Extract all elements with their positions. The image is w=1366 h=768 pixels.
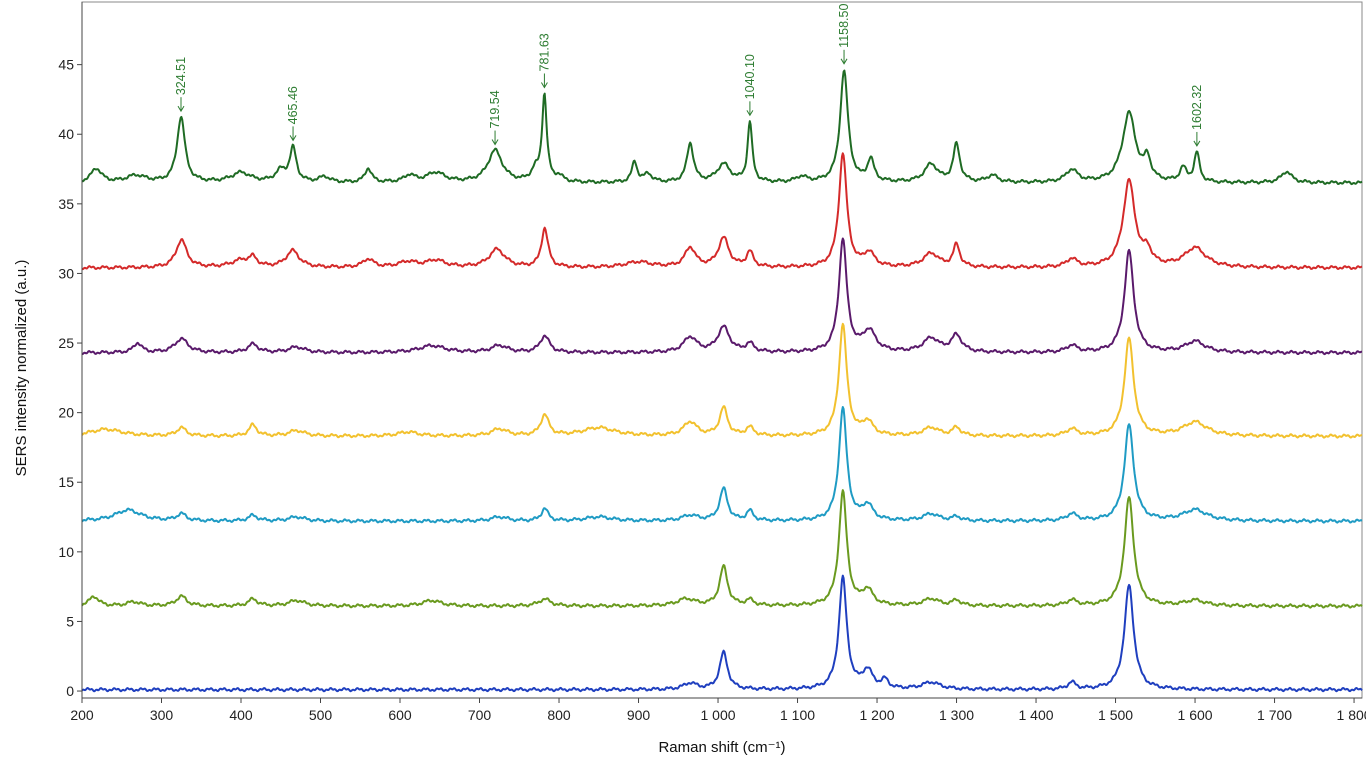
- x-axis-title: Raman shift (cm⁻¹): [658, 739, 785, 756]
- annotation-arrow-head: [491, 139, 499, 146]
- annotation-label: 324.51: [174, 57, 188, 95]
- x-tick-label: 800: [547, 707, 571, 723]
- annotation-arrow-head: [177, 105, 185, 113]
- series-line-spectrum-6: [81, 152, 1363, 271]
- y-tick-label: 40: [58, 126, 74, 142]
- x-tick-label: 500: [309, 707, 333, 723]
- y-axis: 0 5 10 15 20 25 30 35 40 45: [58, 2, 83, 699]
- annotation-label: 719.54: [488, 90, 502, 128]
- y-tick-label: 35: [58, 196, 74, 212]
- y-tick-label: 25: [58, 335, 74, 351]
- annotation-arrow-head: [1193, 140, 1201, 147]
- x-tick-label: 1 000: [701, 707, 736, 723]
- y-tick-label: 0: [66, 683, 74, 699]
- annotation-label: 781.63: [537, 33, 551, 71]
- x-tick-label: 300: [150, 707, 174, 723]
- x-tick-label: 1 800: [1337, 707, 1366, 723]
- series-line-spectrum-2: [81, 489, 1363, 609]
- annotation-arrow-head: [540, 82, 548, 89]
- y-tick-label: 5: [66, 613, 74, 629]
- series-line-spectrum-3: [81, 406, 1363, 524]
- x-axis: 200 300 400 500 600 700 800 900 1 000 1 100 1 200 1…: [70, 697, 1366, 723]
- annotation-arrow-head: [289, 135, 297, 142]
- y-tick-label: 45: [58, 57, 74, 73]
- curves-layer: [81, 69, 1363, 693]
- series-line-spectrum-7: [81, 69, 1363, 186]
- x-tick-label: 1 700: [1257, 707, 1292, 723]
- x-tick-label: 1 100: [780, 707, 815, 723]
- y-tick-label: 15: [58, 474, 74, 490]
- y-tick-label: 30: [58, 265, 74, 281]
- annotation-arrow-head: [746, 110, 754, 117]
- x-tick-label: 400: [229, 707, 253, 723]
- x-tick-label: 1 300: [939, 707, 974, 723]
- x-tick-label: 600: [388, 707, 412, 723]
- series-line-spectrum-4: [81, 322, 1363, 439]
- y-tick-label: 20: [58, 405, 74, 421]
- x-tick-label: 700: [468, 707, 492, 723]
- annotation-label: 1158.50: [837, 4, 851, 48]
- y-axis-title: SERS intensity normalized (a.u.): [13, 260, 30, 477]
- x-tick-label: 1 500: [1098, 707, 1133, 723]
- x-tick-label: 200: [70, 707, 94, 723]
- y-tick-label: 10: [58, 544, 74, 560]
- x-tick-label: 1 400: [1019, 707, 1054, 723]
- series-line-spectrum-1: [81, 574, 1363, 693]
- annotation-label: 465.46: [286, 86, 300, 124]
- x-tick-label: 900: [627, 707, 651, 723]
- peak-annotations: 324.51 465.46 719.54 781.63 1040.10 1158.50 16…: [174, 4, 1204, 147]
- series-line-spectrum-5: [81, 237, 1363, 356]
- annotation-arrow-head: [840, 58, 848, 65]
- annotation-label: 1602.32: [1190, 85, 1204, 130]
- x-tick-label: 1 600: [1178, 707, 1213, 723]
- annotation-label: 1040.10: [743, 54, 757, 99]
- x-tick-label: 1 200: [860, 707, 895, 723]
